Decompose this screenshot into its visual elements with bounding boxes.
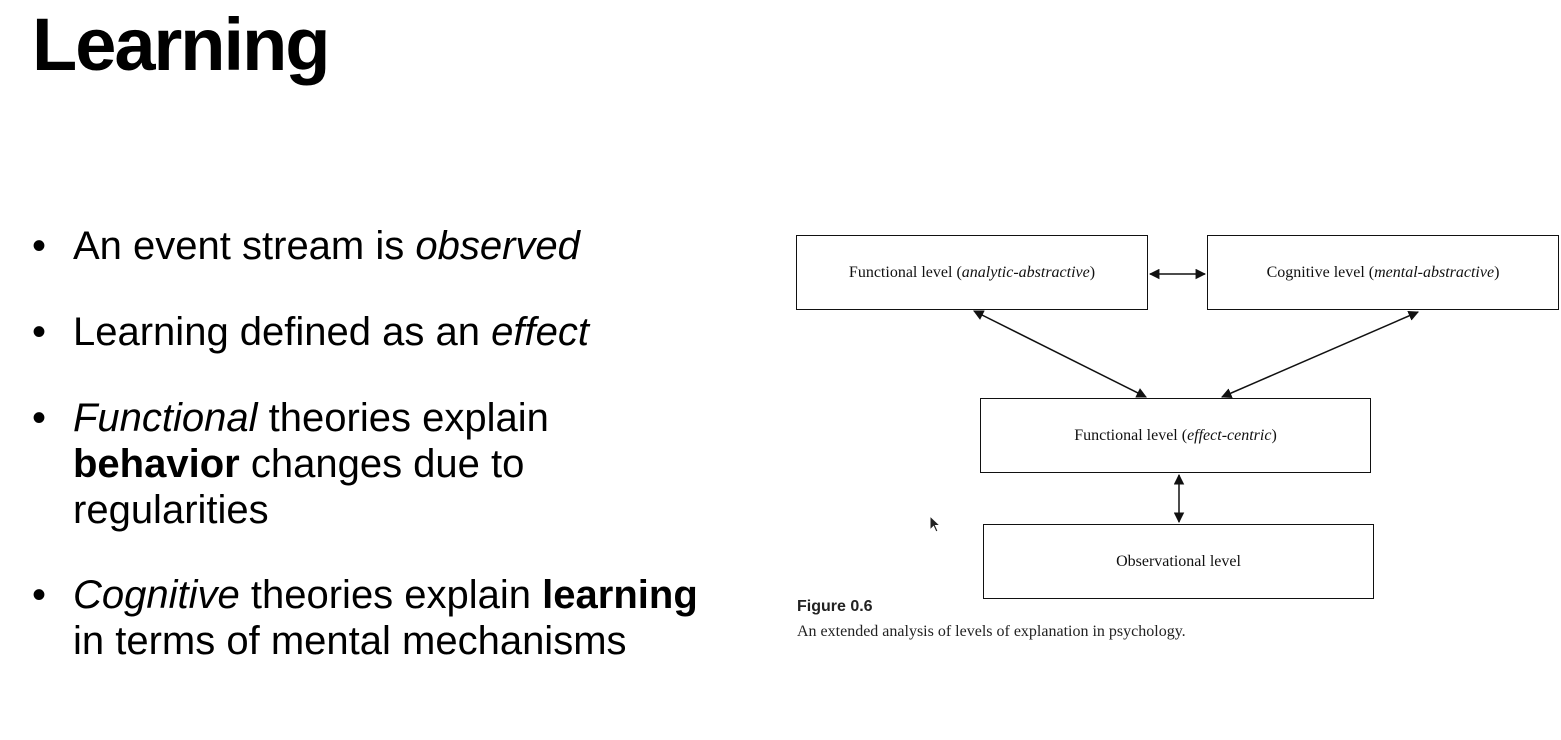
emphasis-text: observed — [415, 224, 580, 268]
bullet-text: Learning defined as an effect — [73, 310, 589, 354]
emphasis-text: effect — [491, 310, 589, 354]
figure-caption: An extended analysis of levels of explan… — [797, 623, 1186, 640]
emphasis-text: Cognitive — [73, 573, 240, 617]
box-functional-analytic: Functional level (analytic-abstractive) — [796, 235, 1148, 310]
bullet-text: An event stream is observed — [73, 224, 580, 268]
arrow-analytic-effect — [973, 310, 1147, 398]
bold-text: behavior — [73, 442, 240, 486]
bullet-dot: • — [32, 224, 47, 268]
mouse-cursor-icon — [929, 515, 942, 533]
slide-title: Learning — [32, 3, 330, 86]
bullet-text: Cognitive theories explain learning in t… — [73, 573, 698, 663]
figure-label: Figure 0.6 — [797, 598, 873, 615]
bold-text: learning — [542, 573, 698, 617]
bullet-text: Functional theories explain behavior cha… — [73, 396, 549, 532]
arrow-cognitive-effect — [1221, 310, 1419, 399]
box-cognitive-mental: Cognitive level (mental-abstractive) — [1207, 235, 1559, 310]
emphasis-text: Functional — [73, 396, 258, 440]
bullet-dot: • — [32, 573, 47, 617]
box-functional-effect: Functional level (effect-centric) — [980, 398, 1371, 473]
box-observational: Observational level — [983, 524, 1374, 599]
bullet-dot: • — [32, 396, 47, 440]
bullet-dot: • — [32, 310, 47, 354]
